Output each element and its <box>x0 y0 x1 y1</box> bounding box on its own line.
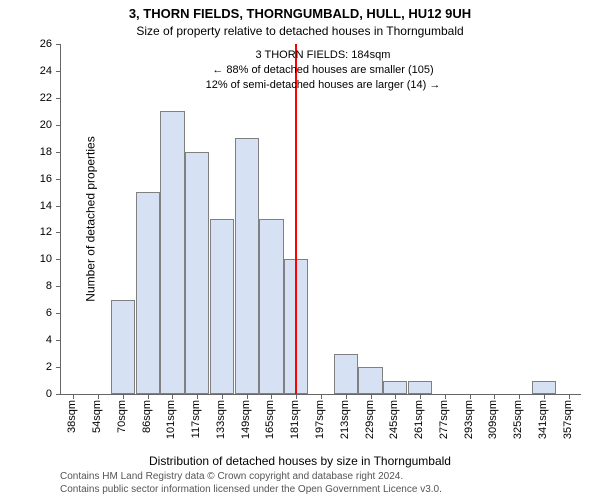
x-tick <box>73 394 74 399</box>
x-tick-label: 149sqm <box>240 400 252 439</box>
y-tick-label: 2 <box>0 361 52 373</box>
x-tick <box>172 394 173 399</box>
x-tick-label: 277sqm <box>438 400 450 439</box>
histogram-bar <box>210 219 234 394</box>
y-tick-label: 26 <box>0 38 52 50</box>
x-tick <box>470 394 471 399</box>
x-tick <box>271 394 272 399</box>
x-tick <box>519 394 520 399</box>
histogram-bar <box>259 219 283 394</box>
x-tick <box>544 394 545 399</box>
x-tick-label: 357sqm <box>562 400 574 439</box>
y-tick-label: 8 <box>0 280 52 292</box>
x-tick-label: 293sqm <box>463 400 475 439</box>
annotation-line: ← 88% of detached houses are smaller (10… <box>206 63 441 78</box>
y-tick <box>56 98 61 99</box>
histogram-bar <box>111 300 135 394</box>
plot-area <box>60 44 581 395</box>
x-tick <box>395 394 396 399</box>
x-tick <box>494 394 495 399</box>
histogram-bar <box>160 111 184 394</box>
histogram-bar <box>383 381 407 394</box>
x-tick <box>222 394 223 399</box>
y-tick-label: 18 <box>0 146 52 158</box>
x-tick-label: 101sqm <box>165 400 177 439</box>
annotation-line: 3 THORN FIELDS: 184sqm <box>206 48 441 63</box>
x-tick-label: 341sqm <box>537 400 549 439</box>
x-tick <box>445 394 446 399</box>
y-tick <box>56 206 61 207</box>
y-tick <box>56 152 61 153</box>
x-tick <box>247 394 248 399</box>
annotation-text: 3 THORN FIELDS: 184sqm← 88% of detached … <box>206 48 441 93</box>
x-tick-label: 229sqm <box>364 400 376 439</box>
x-tick-label: 245sqm <box>388 400 400 439</box>
y-tick-label: 10 <box>0 253 52 265</box>
x-tick-label: 261sqm <box>413 400 425 439</box>
x-tick-label: 213sqm <box>339 400 351 439</box>
x-tick <box>569 394 570 399</box>
y-tick-label: 6 <box>0 307 52 319</box>
footer-line1: Contains HM Land Registry data © Crown c… <box>60 470 580 483</box>
x-tick <box>321 394 322 399</box>
histogram-bar <box>136 192 160 394</box>
x-tick-label: 309sqm <box>487 400 499 439</box>
y-tick <box>56 367 61 368</box>
histogram-bar <box>235 138 259 394</box>
chart-title-main: 3, THORN FIELDS, THORNGUMBALD, HULL, HU1… <box>0 6 600 21</box>
x-tick <box>197 394 198 399</box>
histogram-bar <box>358 367 382 394</box>
x-tick-label: 117sqm <box>190 400 202 438</box>
y-tick <box>56 125 61 126</box>
footer-attribution: Contains HM Land Registry data © Crown c… <box>60 470 580 496</box>
y-tick <box>56 232 61 233</box>
x-tick-label: 181sqm <box>289 400 301 439</box>
x-tick-label: 38sqm <box>66 400 78 433</box>
x-tick <box>346 394 347 399</box>
reference-line <box>295 44 297 394</box>
x-tick <box>296 394 297 399</box>
y-tick-label: 24 <box>0 65 52 77</box>
footer-line2: Contains public sector information licen… <box>60 483 580 496</box>
x-tick-label: 133sqm <box>215 400 227 439</box>
x-tick <box>371 394 372 399</box>
y-tick-label: 12 <box>0 226 52 238</box>
x-axis-label: Distribution of detached houses by size … <box>0 454 600 468</box>
histogram-bar <box>532 381 556 394</box>
y-tick <box>56 286 61 287</box>
y-tick-label: 20 <box>0 119 52 131</box>
y-tick <box>56 71 61 72</box>
y-tick-label: 0 <box>0 388 52 400</box>
y-tick-label: 4 <box>0 334 52 346</box>
y-tick-label: 22 <box>0 92 52 104</box>
y-tick-label: 14 <box>0 200 52 212</box>
y-tick <box>56 313 61 314</box>
y-tick-label: 16 <box>0 173 52 185</box>
x-tick-label: 197sqm <box>314 400 326 439</box>
y-tick <box>56 179 61 180</box>
x-tick <box>98 394 99 399</box>
x-tick-label: 86sqm <box>141 400 153 433</box>
y-tick <box>56 394 61 395</box>
y-tick <box>56 259 61 260</box>
histogram-bar <box>185 152 209 394</box>
chart-title-sub: Size of property relative to detached ho… <box>0 24 600 38</box>
x-tick <box>148 394 149 399</box>
x-tick-label: 325sqm <box>512 400 524 439</box>
x-tick-label: 165sqm <box>264 400 276 439</box>
x-tick-label: 70sqm <box>116 400 128 433</box>
histogram-bar <box>334 354 358 394</box>
x-tick-label: 54sqm <box>91 400 103 433</box>
histogram-bar <box>408 381 432 394</box>
y-tick <box>56 44 61 45</box>
x-tick <box>123 394 124 399</box>
y-tick <box>56 340 61 341</box>
annotation-line: 12% of semi-detached houses are larger (… <box>206 78 441 93</box>
x-tick <box>420 394 421 399</box>
